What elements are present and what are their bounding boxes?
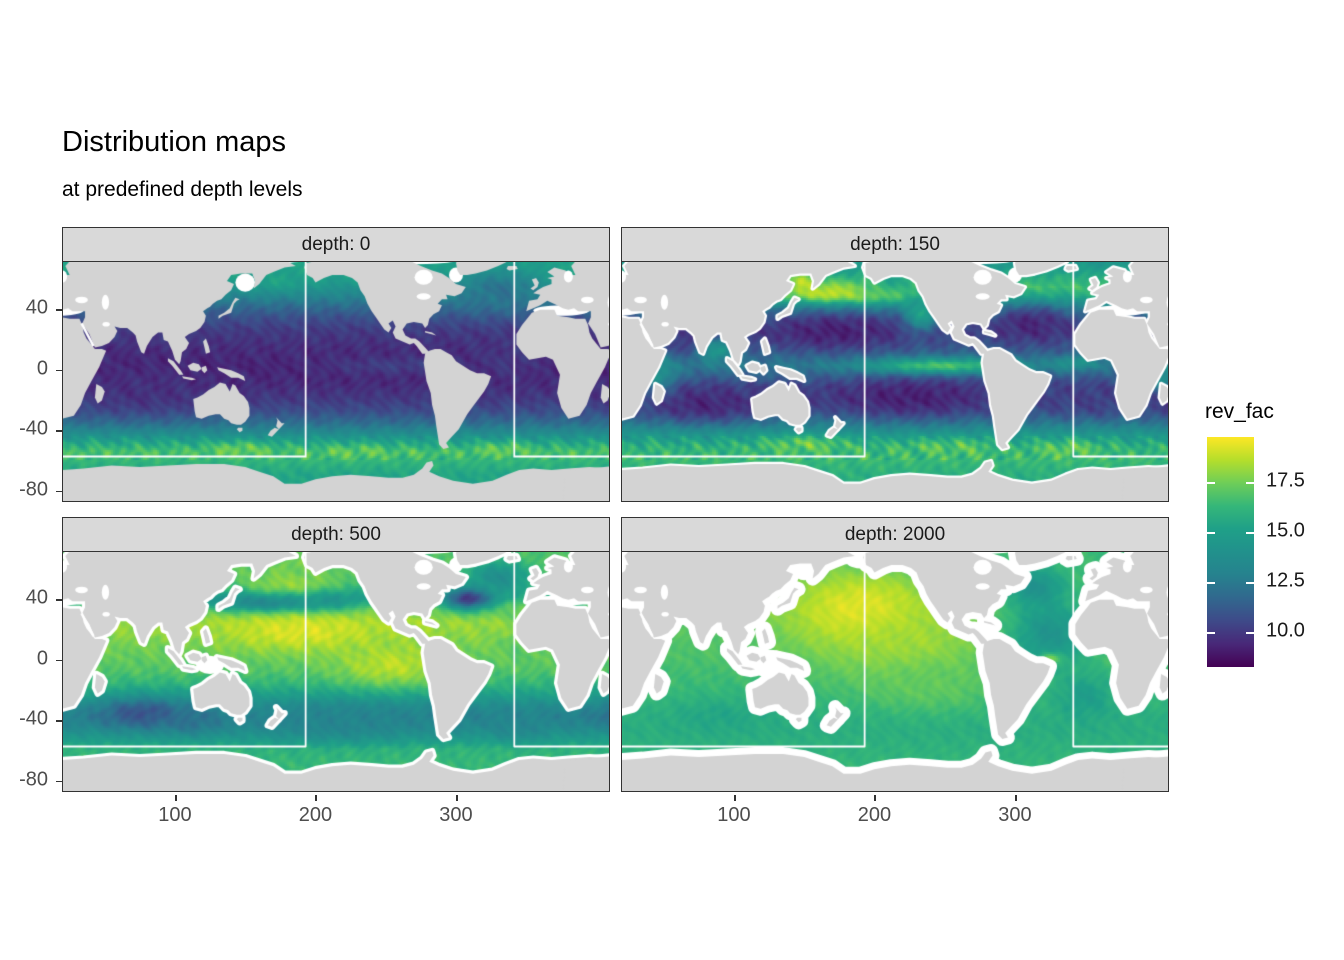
- y-tick-label: -80: [19, 478, 48, 501]
- x-tick-label: 200: [298, 804, 333, 826]
- x-tick-label: 300: [998, 804, 1032, 826]
- x-tick-mark: [455, 795, 458, 801]
- map-canvas-depth-500: [63, 551, 609, 791]
- map-panel-depth-0: [62, 260, 610, 502]
- x-tick-label: 300: [439, 804, 473, 826]
- y-tick-label: -80: [19, 768, 48, 791]
- x-tick-mark: [733, 795, 736, 801]
- facet-strip-label: depth: 500: [291, 523, 381, 545]
- y-tick-label: -40: [19, 417, 48, 440]
- facet-strip-depth-150: depth: 150: [621, 227, 1169, 262]
- facet-strip-depth-500: depth: 500: [62, 517, 610, 552]
- map-panel-depth-2000: [621, 550, 1169, 792]
- legend-tick-label: 15.0: [1266, 519, 1305, 542]
- x-tick-mark: [315, 795, 318, 801]
- map-canvas-depth-2000: [622, 551, 1168, 791]
- x-tick-label: 100: [717, 804, 751, 826]
- facet-depth-0: depth: 0: [62, 227, 610, 502]
- y-tick-mark: [56, 720, 62, 722]
- facet-depth-2000: depth: 2000: [621, 517, 1169, 792]
- legend-tick-mark: [1207, 632, 1215, 634]
- facet-strip-label: depth: 150: [850, 233, 940, 255]
- facet-strip-label: depth: 0: [301, 233, 371, 255]
- x-tick-mark: [174, 795, 177, 801]
- y-tick-mark: [56, 490, 62, 493]
- facet-depth-150: depth: 150: [621, 227, 1169, 502]
- facet-strip-depth-2000: depth: 2000: [621, 517, 1169, 552]
- y-tick-label: 0: [36, 357, 48, 380]
- facet-depth-500: depth: 500: [62, 517, 610, 792]
- legend-tick-mark: [1207, 482, 1215, 484]
- plot-title: Distribution maps: [62, 126, 287, 158]
- legend-colorbar: [1207, 437, 1254, 667]
- y-tick-label: 0: [36, 647, 48, 670]
- x-tick-label: 200: [857, 804, 892, 826]
- facet-strip-label: depth: 2000: [844, 523, 946, 545]
- legend-tick-mark: [1207, 532, 1215, 534]
- legend-tick-label: 12.5: [1266, 569, 1305, 592]
- y-tick-mark: [56, 659, 62, 662]
- x-tick-label: 100: [158, 804, 192, 826]
- legend-title: rev_fac: [1205, 400, 1274, 423]
- x-tick-mark: [1014, 795, 1017, 801]
- legend-tick-mark: [1246, 582, 1254, 584]
- legend-tick-mark: [1246, 532, 1254, 534]
- y-tick-label: 40: [25, 586, 48, 609]
- y-tick-mark: [56, 430, 62, 432]
- y-tick-mark: [56, 369, 62, 372]
- plot-subtitle: at predefined depth levels: [62, 178, 303, 201]
- x-tick-mark: [874, 795, 877, 801]
- map-canvas-depth-0: [63, 261, 609, 501]
- y-tick-mark: [56, 780, 62, 783]
- legend-tick-mark: [1207, 582, 1215, 584]
- legend-tick-label: 17.5: [1266, 469, 1305, 492]
- y-tick-mark: [56, 599, 62, 601]
- y-tick-label: -40: [19, 707, 48, 730]
- y-tick-mark: [56, 309, 62, 311]
- map-panel-depth-150: [621, 260, 1169, 502]
- y-tick-label: 40: [25, 296, 48, 319]
- legend-tick-mark: [1246, 632, 1254, 634]
- legend-tick-label: 10.0: [1266, 619, 1305, 642]
- map-canvas-depth-150: [622, 261, 1168, 501]
- legend-tick-mark: [1246, 482, 1254, 484]
- facet-strip-depth-0: depth: 0: [62, 227, 610, 262]
- map-panel-depth-500: [62, 550, 610, 792]
